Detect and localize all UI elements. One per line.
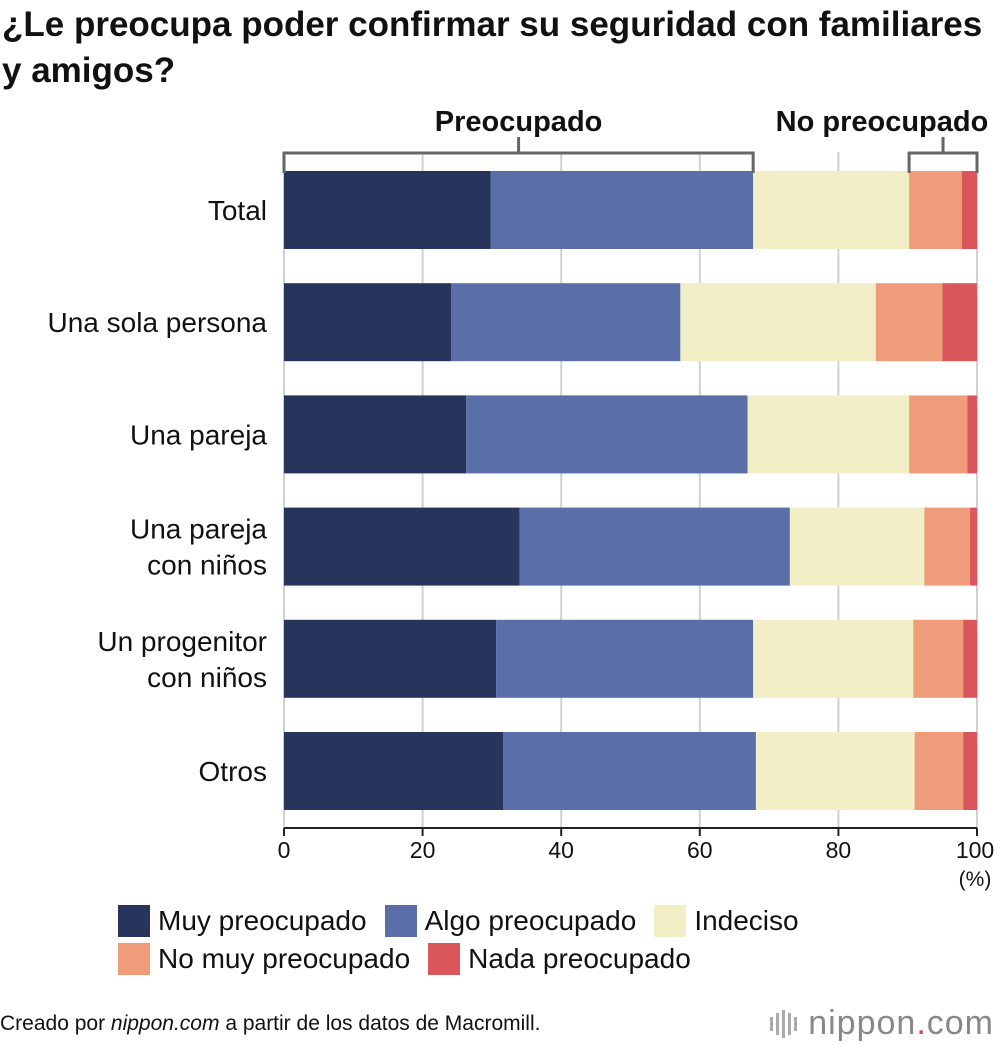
bar-segment [490,171,754,249]
bar-segment [909,171,962,249]
source-credit: Creado por nippon.com a partir de los da… [0,1012,540,1036]
bar-segment [466,395,748,474]
bar-segment [914,732,964,810]
legend-swatch-algo-preocupado [384,905,417,937]
bar-segment [680,283,876,362]
legend-item-no-muy-preocupado: No muy preocupado [118,943,410,975]
legend-label: Nada preocupado [468,943,691,974]
x-tick-label: 40 [548,837,574,863]
legend-swatch-muy-preocupado [118,905,150,937]
bar-segment [755,732,915,810]
legend-swatch-no-muy-preocupado [118,943,150,975]
bracket-label: Preocupado [435,106,603,138]
bar-segment [942,283,977,362]
legend: Muy preocupado Algo preocupado Indeciso … [118,902,998,978]
logo-mark-icon [770,1009,800,1038]
legend-item-algo-preocupado: Algo preocupado [384,905,637,937]
category-label: Un progenitor [97,626,267,657]
legend-row-1: Muy preocupado Algo preocupado Indeciso [118,902,998,940]
category-label: con niños [147,662,267,693]
bar-segment [875,283,943,362]
bar-segment [496,619,754,698]
bracket-line [907,151,979,173]
legend-item-muy-preocupado: Muy preocupado [118,905,367,937]
bar-segment [963,732,977,810]
chart-title: ¿Le preocupa poder confirmar su segurida… [2,5,983,90]
legend-label: Algo preocupado [424,905,637,936]
bar-segment [753,619,914,698]
x-tick-label: 0 [278,837,291,863]
bar-segment [502,732,756,810]
legend-item-indeciso: Indeciso [654,905,799,937]
bar-segment [747,395,910,474]
credit-suffix: a partir de los datos de Macromill. [219,1012,541,1035]
bar-segment [963,619,977,698]
bar-segment [961,171,977,249]
x-tick-label: 60 [687,837,713,863]
category-label: con niños [147,550,267,581]
bar-segment [284,283,452,362]
nippon-logo: nippon. com [770,1004,994,1043]
category-label: Una sola persona [48,307,268,338]
x-tick-label: 20 [410,837,436,863]
logo-name: nippon [808,1004,917,1042]
bar-segment [284,171,491,249]
legend-label: Muy preocupado [158,905,367,936]
bar-segment [913,619,964,698]
logo-dot: . [916,1004,927,1042]
category-label: Otros [199,756,267,787]
bracket-line [282,151,755,173]
bar-segment [924,507,971,586]
category-label: Una pareja [130,514,267,545]
bar-segment [967,395,977,474]
category-label: Total [208,195,267,226]
bar-segment [909,395,968,474]
bar-segment [284,395,467,474]
x-tick-label: 80 [826,837,852,863]
bar-segment [284,619,497,698]
credit-site: nippon.com [110,1012,220,1035]
x-axis-unit: (%) [959,868,992,891]
legend-swatch-indeciso [654,905,687,937]
bar-segment [519,507,790,586]
legend-row-2: No muy preocupado Nada preocupado [118,940,998,978]
legend-swatch-nada-preocupado [428,943,461,975]
bar-segment [451,283,681,362]
legend-label: No muy preocupado [158,943,411,974]
bar-segment [284,732,503,810]
stacked-bar-chart: Total Una sola persona Una pareja Una parej… [48,106,995,891]
credit-prefix: Creado por [0,1012,111,1035]
bar-segment [284,507,520,586]
bracket-label: No preocupado [776,106,989,138]
category-label: Una pareja [130,419,267,450]
bar-segment [970,507,977,586]
bar-segment [789,507,925,586]
legend-label: Indeciso [694,905,799,936]
legend-item-nada-preocupado: Nada preocupado [428,943,691,975]
bar-segment [753,171,910,249]
logo-tld: com [926,1004,994,1042]
x-tick-label: 100 [956,837,994,863]
